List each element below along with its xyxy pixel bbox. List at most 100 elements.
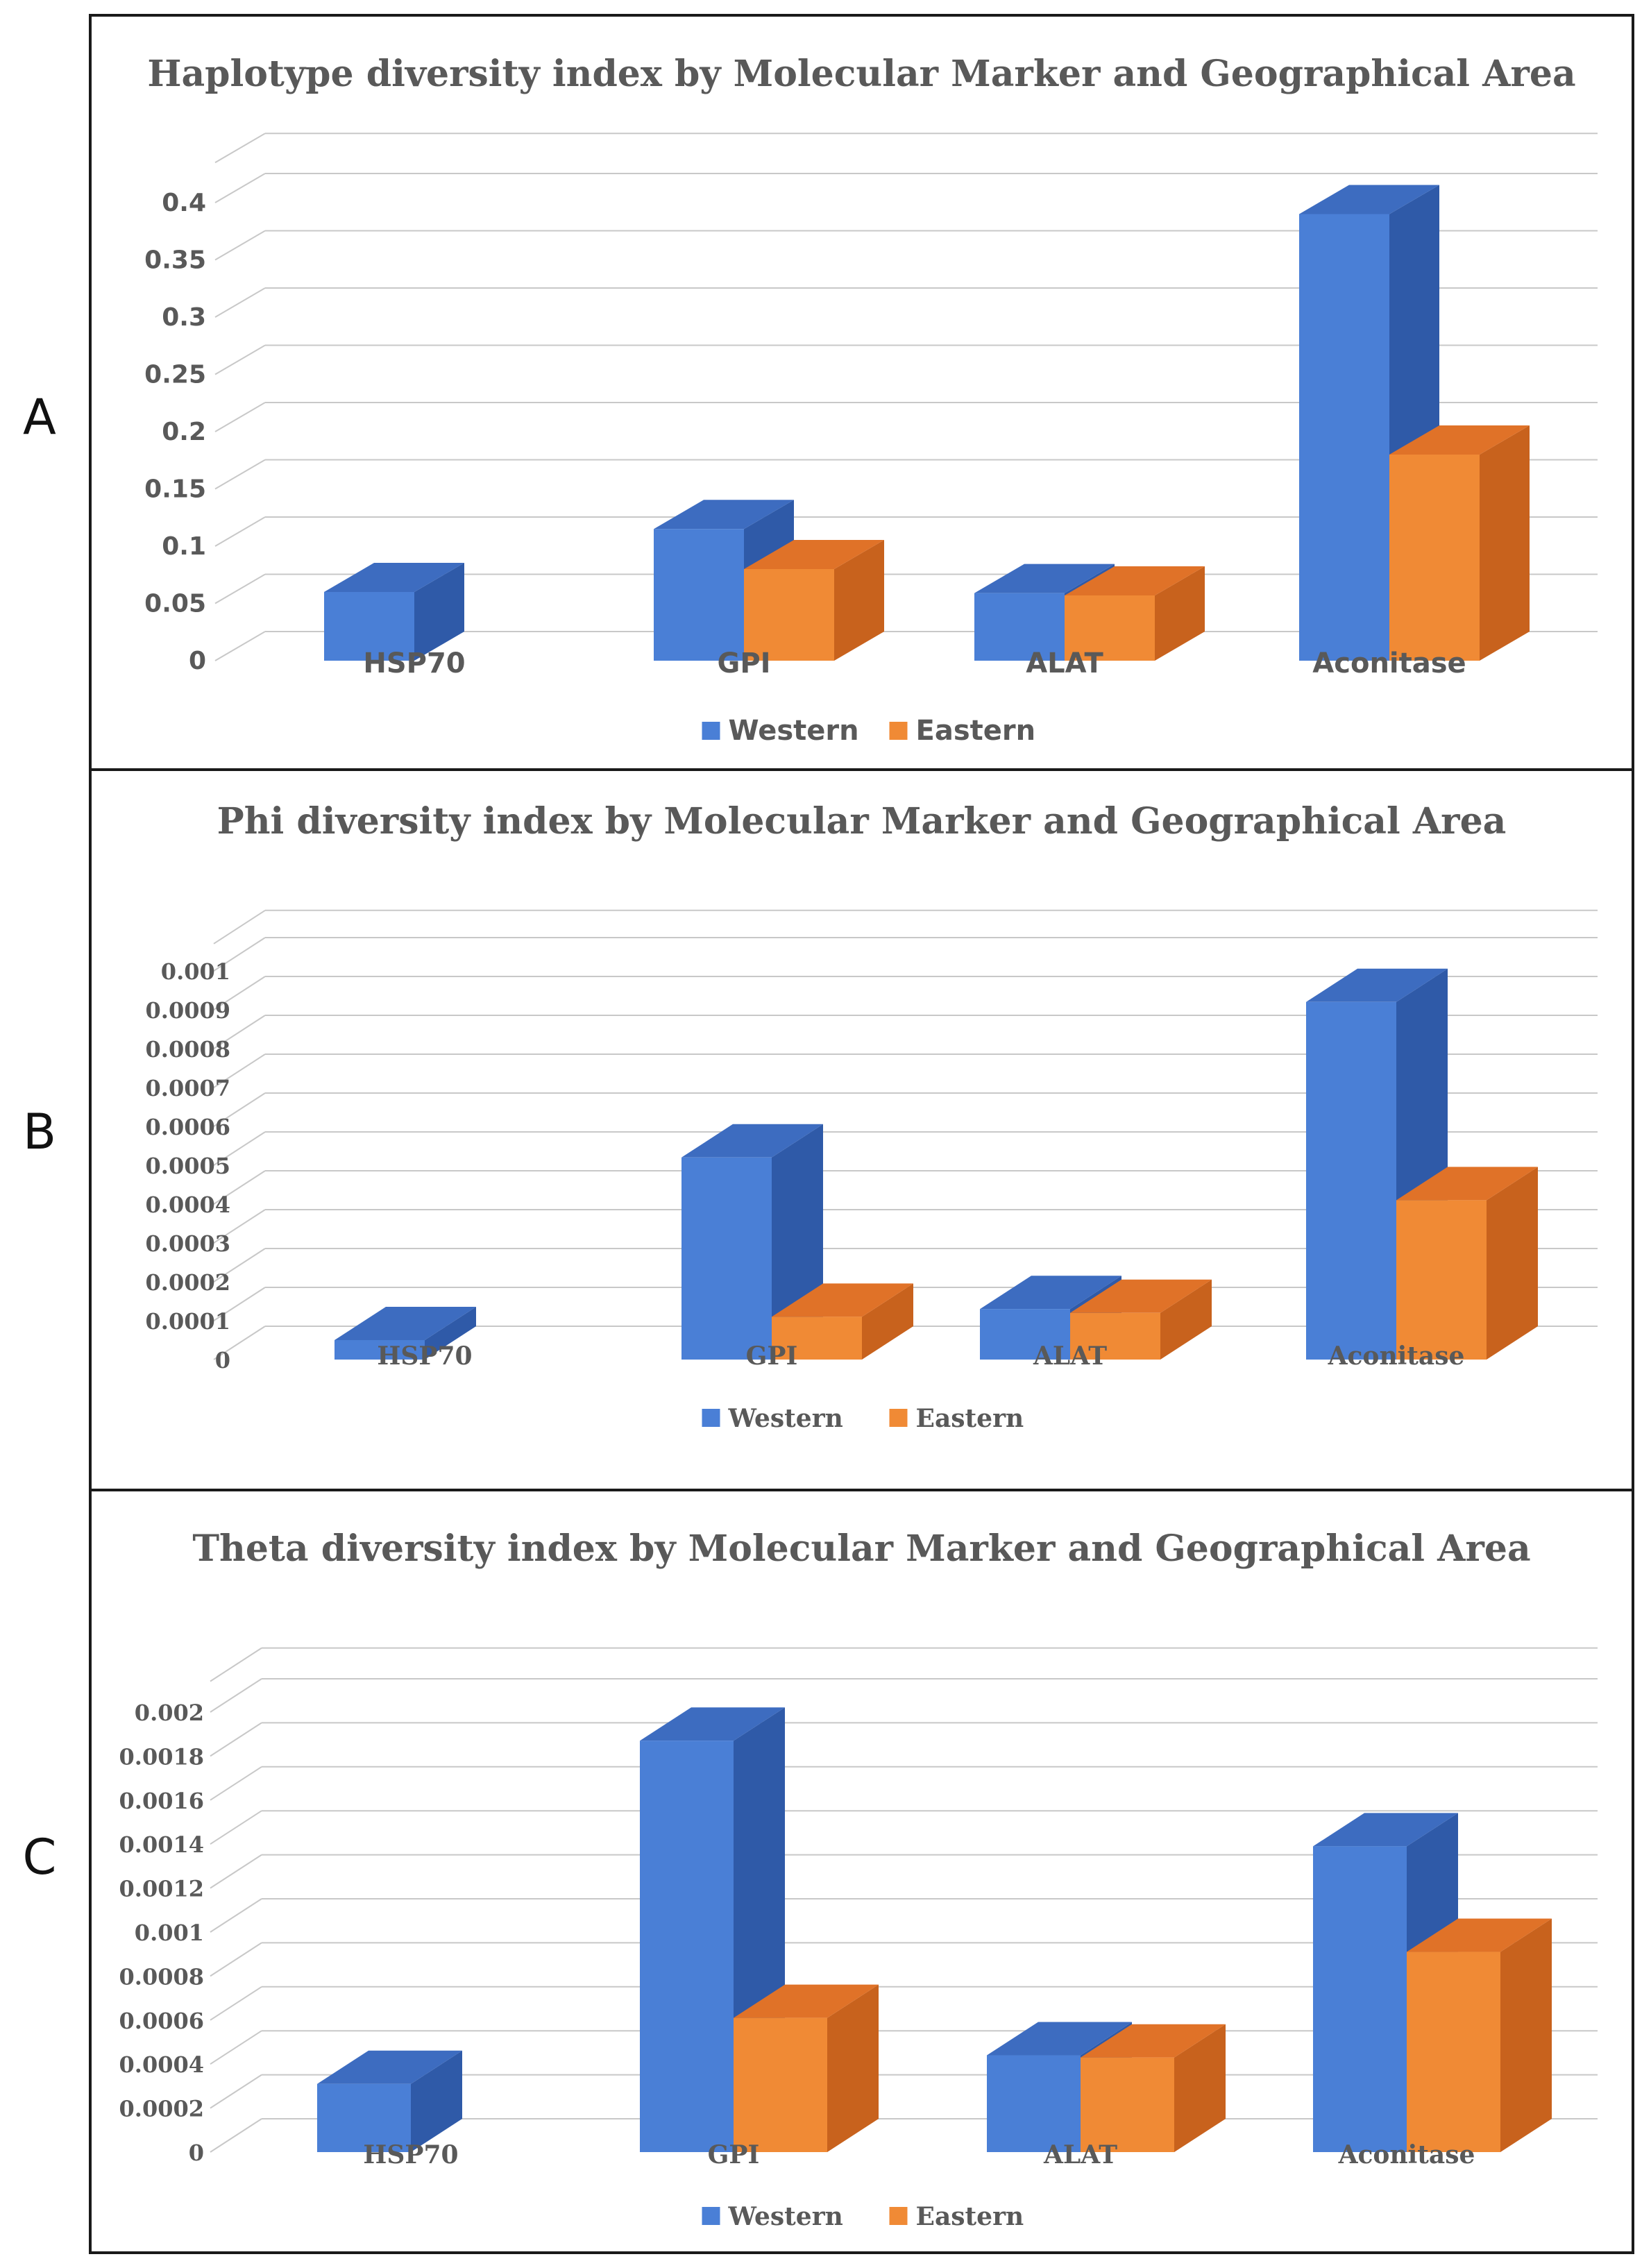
x-tick-label: HSP70 (377, 1342, 472, 1371)
legend-label-eastern: Eastern (916, 1404, 1024, 1433)
y-tick-label: 0.15 (144, 475, 206, 504)
bar-eastern-aconitase (1407, 1918, 1552, 2152)
gridline-diagonal (210, 1942, 262, 1977)
y-tick-label: 0.0002 (146, 1269, 230, 1296)
gridline-diagonal (210, 1986, 262, 2021)
legend-label-western: Western (728, 1404, 843, 1433)
chart-svg: Haplotype diversity index by Molecular M… (144, 53, 1598, 747)
chart-title: Theta diversity index by Molecular Marke… (192, 1527, 1530, 1570)
x-tick-label: GPI (708, 2140, 760, 2169)
gridline-diagonal (214, 287, 266, 318)
gridline-diagonal (210, 2074, 262, 2109)
panel-label-b: B (22, 1103, 57, 1160)
x-tick-label: Aconitase (1312, 648, 1466, 679)
bar-eastern-gpi (734, 1984, 879, 2152)
y-tick-label: 0.0001 (146, 1308, 230, 1335)
panel-label-c: C (22, 1829, 57, 1886)
y-tick-label: 0.0003 (146, 1230, 230, 1257)
x-tick-label: ALAT (1043, 2140, 1117, 2169)
legend-swatch-eastern (889, 1409, 908, 1427)
bar-western-hsp70 (335, 1307, 476, 1360)
gridline-diagonal (213, 909, 266, 945)
chart-panel-phi: Phi diversity index by Molecular Marker … (89, 768, 1634, 1491)
chart-panel-haplotype: Haplotype diversity index by Molecular M… (89, 14, 1634, 771)
y-tick-label: 0.05 (144, 590, 206, 618)
bar-eastern-alat (1070, 1279, 1212, 1360)
gridline-diagonal (210, 1810, 262, 1845)
gridline-diagonal (214, 631, 266, 661)
y-tick-label: 0.002 (135, 1700, 204, 1726)
y-tick-label: 0.0009 (146, 997, 230, 1024)
x-tick-label: Aconitase (1338, 2140, 1475, 2169)
chart-title: Haplotype diversity index by Molecular M… (147, 53, 1575, 95)
bar-western-hsp70 (317, 2050, 462, 2152)
y-tick-label: 0 (189, 647, 206, 675)
y-tick-label: 0.0014 (119, 1831, 204, 1858)
gridline-diagonal (210, 1647, 262, 1682)
y-tick-label: 0 (215, 1347, 230, 1373)
legend-swatch-western (702, 722, 720, 740)
gridline-diagonal (214, 344, 266, 375)
gridline-diagonal (213, 1170, 266, 1205)
gridline-diagonal (210, 1898, 262, 1933)
chart-panel-theta: Theta diversity index by Molecular Marke… (89, 1489, 1634, 2254)
y-tick-label: 0.0002 (119, 2096, 204, 2122)
legend-swatch-eastern (889, 722, 908, 740)
y-tick-label: 0.0006 (119, 2008, 204, 2034)
gridline-diagonal (214, 230, 266, 261)
gridline-diagonal (213, 1209, 266, 1244)
gridline-diagonal (213, 1092, 266, 1127)
y-tick-label: 0.0018 (119, 1743, 204, 1770)
bar-eastern-aconitase (1396, 1167, 1538, 1360)
chart-title: Phi diversity index by Molecular Marker … (217, 800, 1507, 843)
x-tick-label: HSP70 (363, 648, 465, 679)
gridline-diagonal (210, 1854, 262, 1889)
x-tick-label: ALAT (1026, 648, 1103, 679)
x-tick-label: ALAT (1033, 1342, 1107, 1371)
x-tick-label: Aconitase (1328, 1342, 1465, 1371)
y-tick-label: 0.0006 (146, 1114, 230, 1140)
gridline-diagonal (213, 1326, 266, 1360)
bar-eastern-aconitase (1389, 425, 1530, 661)
bar-eastern-gpi (744, 540, 884, 661)
legend-label-eastern: Eastern (916, 2202, 1024, 2231)
y-tick-label: 0.25 (144, 361, 206, 389)
gridline-diagonal (214, 173, 266, 203)
gridline-diagonal (213, 1131, 266, 1166)
bar-eastern-alat (1065, 566, 1205, 661)
x-tick-label: HSP70 (363, 2140, 458, 2169)
y-tick-label: 0.0008 (146, 1036, 230, 1063)
gridline-diagonal (213, 1287, 266, 1321)
y-tick-label: 0.0012 (119, 1876, 204, 1902)
bar-eastern-gpi (772, 1283, 913, 1360)
y-tick-label: 0.3 (162, 303, 206, 332)
gridline-diagonal (214, 459, 266, 490)
y-tick-label: 0 (189, 2140, 204, 2166)
gridline-diagonal (210, 1766, 262, 1801)
gridline-diagonal (214, 516, 266, 547)
gridline-diagonal (210, 2118, 262, 2153)
gridline-diagonal (213, 1015, 266, 1049)
legend-swatch-eastern (889, 2207, 908, 2225)
y-tick-label: 0.001 (135, 1920, 204, 1946)
legend-label-western: Western (729, 715, 859, 747)
gridline-diagonal (214, 573, 266, 604)
bar-eastern-alat (1081, 2024, 1226, 2152)
gridline-diagonal (213, 976, 266, 1010)
y-tick-label: 0.0016 (119, 1788, 204, 1814)
y-tick-label: 0.0005 (146, 1153, 230, 1179)
y-tick-label: 0.001 (161, 958, 230, 985)
y-tick-label: 0.0004 (119, 2051, 204, 2078)
gridline-diagonal (210, 1722, 262, 1757)
gridline-diagonal (214, 133, 266, 164)
bar-western-hsp70 (324, 563, 464, 661)
x-tick-label: GPI (717, 648, 770, 679)
gridline-diagonal (213, 937, 266, 972)
gridline-diagonal (210, 2030, 262, 2065)
gridline-diagonal (213, 1248, 266, 1283)
legend-label-eastern: Eastern (916, 715, 1036, 747)
gridline-diagonal (210, 1678, 262, 1713)
panel-label-a: A (23, 389, 56, 446)
y-tick-label: 0.0007 (146, 1075, 230, 1101)
legend-label-western: Western (728, 2202, 843, 2231)
